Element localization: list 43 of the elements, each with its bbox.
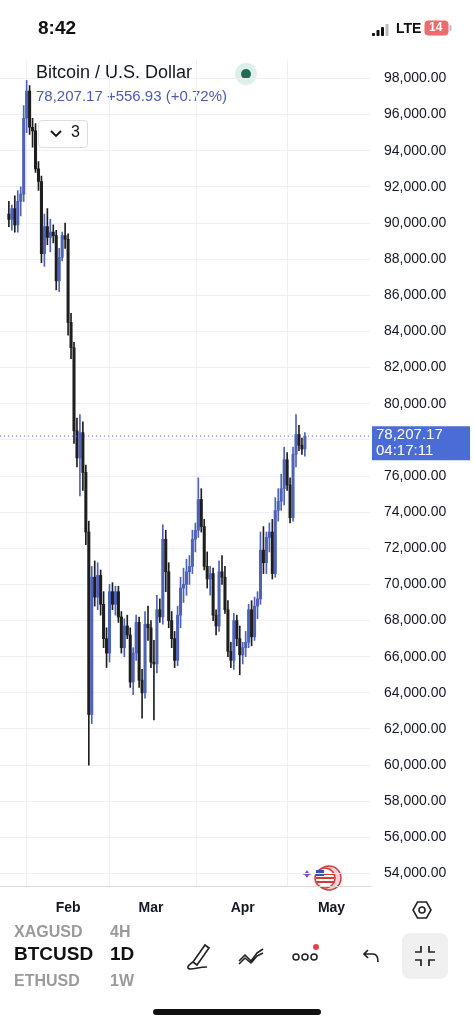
y-tick-label: 82,000.00 xyxy=(384,358,447,375)
y-tick-label: 56,000.00 xyxy=(384,828,447,845)
y-tick-label: 70,000.00 xyxy=(384,575,447,592)
y-tick-label: 64,000.00 xyxy=(384,683,447,700)
y-tick-label: 80,000.00 xyxy=(384,394,447,411)
text: 4H xyxy=(110,923,131,941)
text: XAGUSD xyxy=(14,923,83,941)
text: LTE xyxy=(396,20,422,36)
candlestick xyxy=(7,201,11,227)
text: 14 xyxy=(429,20,443,34)
y-tick-label: 68,000.00 xyxy=(384,611,447,628)
y-tick-label: 66,000.00 xyxy=(384,647,447,664)
y-tick-label: 60,000.00 xyxy=(384,755,447,772)
text: 1D xyxy=(110,943,135,965)
text: 8:42 xyxy=(38,17,77,39)
candlestick xyxy=(48,219,52,253)
x-tick-label: Feb xyxy=(55,899,81,916)
x-tick-label: May xyxy=(317,899,346,916)
text: 1W xyxy=(110,972,134,990)
y-tick-label: 76,000.00 xyxy=(384,466,447,483)
text: 78,207.17 +556.93 (+0.72%) xyxy=(36,87,227,104)
candlestick xyxy=(208,566,212,596)
x-tick-label: Mar xyxy=(138,899,164,916)
y-tick-label: 88,000.00 xyxy=(384,250,447,267)
text: BTCUSD xyxy=(14,943,94,965)
y-tick-label: 90,000.00 xyxy=(384,213,447,230)
ref-line-label: 78,207.17 xyxy=(376,425,443,443)
y-tick-label: 94,000.00 xyxy=(384,141,447,158)
x-tick-label: Apr xyxy=(230,899,256,916)
y-tick-label: 62,000.00 xyxy=(384,719,447,736)
y-tick-label: 58,000.00 xyxy=(384,792,447,809)
text: ETHUSD xyxy=(14,972,80,990)
y-tick-label: 86,000.00 xyxy=(384,286,447,303)
y-tick-label: 54,000.00 xyxy=(384,864,447,881)
y-tick-label: 96,000.00 xyxy=(384,105,447,122)
y-tick-label: 84,000.00 xyxy=(384,322,447,339)
annotation: 3 xyxy=(71,123,80,141)
y-tick-label: 98,000.00 xyxy=(384,69,447,86)
y-tick-label: 74,000.00 xyxy=(384,503,447,520)
chart-title: Bitcoin / U.S. Dollar xyxy=(36,62,194,83)
y-tick-label: 72,000.00 xyxy=(384,539,447,556)
text: 04:17:11 xyxy=(376,441,434,459)
y-tick-label: 92,000.00 xyxy=(384,177,447,194)
